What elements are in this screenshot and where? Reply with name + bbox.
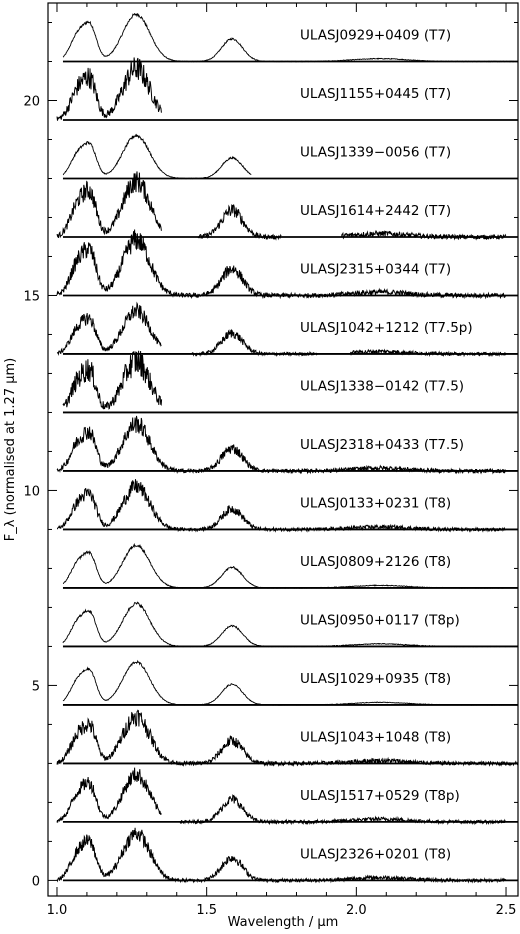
y-tick-label: 5 (32, 679, 40, 694)
spectrum-line-1 (56, 57, 162, 121)
series-label-10: ULASJ0950+0117 (T8p) (300, 612, 460, 628)
series-label-6: ULASJ1338−0142 (T7.5) (300, 378, 464, 394)
spectrum-line-14 (56, 827, 507, 884)
y-tick-label: 10 (23, 484, 40, 499)
x-tick-label: 2.0 (346, 903, 367, 918)
series-label-11: ULASJ1029+0935 (T8) (300, 671, 451, 687)
series-label-0: ULASJ0929+0409 (T7) (300, 27, 451, 43)
spectrum-line-13 (56, 767, 507, 826)
series-layer: ULASJ0929+0409 (T7) ULASJ1155+0445 (T7) UL… (56, 13, 519, 884)
y-axis-label: F_λ (normalised at 1.27 μm) (3, 358, 18, 541)
x-tick-label: 2.5 (496, 903, 517, 918)
spectrum-line-6 (62, 350, 163, 410)
series-label-1: ULASJ1155+0445 (T7) (300, 86, 451, 102)
y-tick-label: 15 (23, 289, 40, 304)
spectrum-line-10 (62, 601, 518, 648)
spectrum-line-5 (56, 301, 507, 358)
spectrum-line-12 (56, 709, 519, 767)
series-label-12: ULASJ1043+1048 (T8) (300, 729, 451, 745)
plot-frame (47, 2, 519, 897)
axis-layer: 1.0 1.5 2.0 2.5 0 5 10 15 20 (23, 2, 519, 918)
x-tick-label: 1.5 (196, 903, 217, 918)
series-label-14: ULASJ2326+0201 (T8) (300, 846, 451, 862)
spectrum-line-7 (56, 415, 507, 475)
series-label-8: ULASJ0133+0231 (T8) (300, 495, 451, 511)
series-label-4: ULASJ2315+0344 (T7) (300, 261, 451, 277)
spectrum-line-8 (57, 479, 507, 533)
spectrum-line-11 (62, 659, 519, 706)
spectrum-line-3 (56, 171, 507, 241)
spectrum-line-0 (62, 13, 519, 63)
x-tick-label: 1.0 (47, 903, 68, 918)
series-label-13: ULASJ1517+0529 (T8p) (300, 788, 460, 804)
x-axis-label: Wavelength / μm (228, 915, 339, 930)
spectrum-line-2 (62, 133, 252, 180)
spectrum-line-9 (62, 542, 506, 589)
y-tick-label: 20 (23, 94, 40, 109)
series-label-2: ULASJ1339−0056 (T7) (300, 144, 451, 160)
series-label-9: ULASJ0809+2126 (T8) (300, 554, 451, 570)
spectrum-line-4 (56, 229, 507, 300)
series-label-5: ULASJ1042+1212 (T7.5p) (300, 320, 473, 336)
series-label-3: ULASJ1614+2442 (T7) (300, 203, 451, 219)
series-label-7: ULASJ2318+0433 (T7.5) (300, 437, 464, 453)
y-tick-label: 0 (32, 874, 40, 889)
